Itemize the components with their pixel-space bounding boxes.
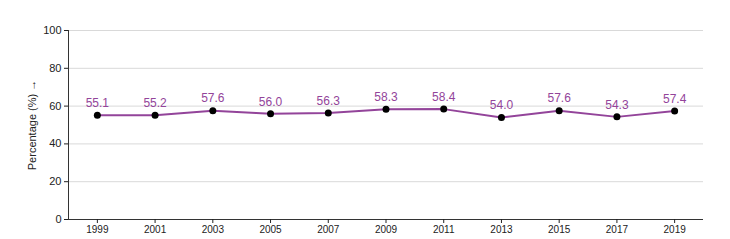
svg-text:2007: 2007 [317,224,340,235]
svg-text:55.2: 55.2 [143,96,167,110]
svg-text:57.6: 57.6 [548,91,572,105]
svg-text:20: 20 [49,175,61,187]
svg-text:57.4: 57.4 [663,92,687,106]
svg-text:0: 0 [55,213,61,225]
svg-text:2017: 2017 [606,224,629,235]
svg-text:2009: 2009 [375,224,398,235]
svg-text:100: 100 [43,24,61,36]
svg-text:Percentage (%) →: Percentage (%) → [26,80,38,170]
svg-text:1999: 1999 [86,224,109,235]
svg-text:57.6: 57.6 [201,91,225,105]
svg-text:54.3: 54.3 [605,98,629,112]
svg-text:56.0: 56.0 [259,95,283,109]
svg-text:58.3: 58.3 [374,90,398,104]
svg-text:80: 80 [49,62,61,74]
svg-text:2013: 2013 [490,224,513,235]
svg-text:40: 40 [49,137,61,149]
svg-text:56.3: 56.3 [317,94,341,108]
svg-text:2015: 2015 [548,224,571,235]
svg-text:2011: 2011 [433,224,455,235]
svg-text:2003: 2003 [202,224,225,235]
svg-text:58.4: 58.4 [432,90,456,104]
svg-text:2019: 2019 [664,224,687,235]
svg-text:2005: 2005 [259,224,282,235]
svg-text:55.1: 55.1 [86,96,110,110]
svg-text:60: 60 [49,100,61,112]
svg-text:54.0: 54.0 [490,98,514,112]
svg-text:2001: 2001 [144,224,167,235]
